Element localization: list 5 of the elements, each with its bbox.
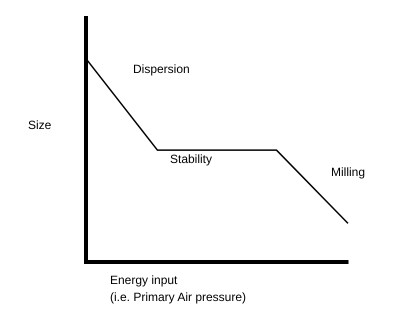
annotation: Stability — [170, 152, 212, 166]
annotation: Dispersion — [133, 62, 190, 76]
x-axis-title: Energy input (i.e. Primary Air pressure) — [110, 272, 246, 306]
y-axis-title: Size — [28, 118, 52, 132]
annotation: Milling — [331, 165, 366, 179]
